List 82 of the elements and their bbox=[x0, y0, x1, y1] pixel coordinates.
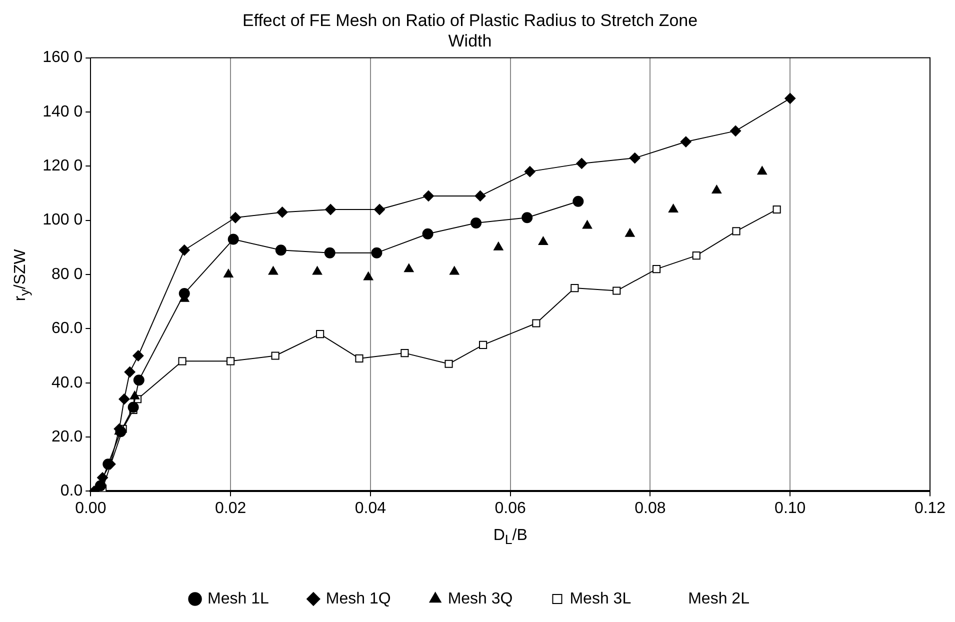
y-tick-label: 0.0 bbox=[60, 482, 83, 500]
legend-label: Mesh 1L bbox=[208, 590, 270, 608]
y-tick-label: 100 0 bbox=[42, 212, 83, 229]
point bbox=[772, 205, 781, 214]
point bbox=[532, 319, 540, 328]
point bbox=[732, 227, 740, 236]
x-tick-label: 0.04 bbox=[354, 500, 386, 518]
point bbox=[422, 190, 434, 202]
y-tick-label: 160 0 bbox=[42, 49, 83, 66]
point bbox=[224, 269, 234, 278]
point bbox=[374, 204, 386, 215]
point bbox=[538, 236, 548, 245]
point bbox=[474, 190, 486, 202]
point bbox=[784, 92, 796, 104]
point bbox=[226, 357, 235, 366]
point bbox=[652, 265, 661, 274]
x-tick-label: 0.12 bbox=[914, 500, 946, 518]
point bbox=[576, 158, 588, 169]
text: Width bbox=[448, 31, 492, 50]
y-tick-label: 140 0 bbox=[42, 103, 83, 120]
point bbox=[371, 247, 382, 258]
legend-label: Mesh 3L bbox=[570, 590, 632, 608]
point bbox=[680, 136, 692, 148]
legend-label: Mesh 3Q bbox=[448, 590, 513, 608]
text: Effect of FE Mesh on Ratio of Plastic Radius to Stretch Zone bbox=[242, 10, 698, 30]
y-tick-label: 120 0 bbox=[42, 158, 83, 175]
point bbox=[692, 252, 700, 260]
point bbox=[94, 480, 106, 492]
point bbox=[470, 218, 482, 229]
point bbox=[178, 244, 190, 256]
point bbox=[612, 286, 621, 295]
point bbox=[325, 204, 336, 215]
point bbox=[132, 350, 144, 362]
y-tick-label: 80 0 bbox=[52, 266, 83, 283]
point bbox=[324, 247, 336, 258]
point bbox=[355, 354, 364, 363]
point bbox=[271, 352, 280, 360]
point bbox=[422, 228, 434, 240]
point bbox=[444, 360, 453, 368]
point bbox=[572, 196, 584, 207]
point bbox=[276, 206, 288, 218]
y-tick-label: 40.0 bbox=[52, 374, 83, 392]
point bbox=[450, 266, 460, 275]
point bbox=[404, 264, 414, 272]
point bbox=[400, 349, 409, 358]
x-tick-label: 0.10 bbox=[774, 500, 806, 518]
point bbox=[312, 266, 322, 275]
point bbox=[118, 394, 130, 405]
point bbox=[570, 284, 579, 292]
point bbox=[178, 357, 186, 366]
point bbox=[130, 390, 140, 400]
x-tick-label: 0.00 bbox=[75, 500, 106, 518]
point bbox=[364, 272, 374, 280]
point bbox=[730, 125, 742, 136]
point bbox=[479, 340, 488, 349]
x-tick-label: 0.02 bbox=[214, 500, 246, 518]
x-tick-label: 0.08 bbox=[634, 500, 666, 518]
point bbox=[228, 234, 239, 245]
point bbox=[625, 228, 635, 237]
point bbox=[275, 244, 286, 256]
point bbox=[757, 166, 767, 175]
point bbox=[115, 426, 126, 438]
point bbox=[268, 266, 278, 275]
point bbox=[124, 366, 136, 378]
point bbox=[494, 242, 504, 250]
point bbox=[524, 166, 536, 178]
point bbox=[128, 402, 139, 413]
point bbox=[178, 288, 190, 299]
x-tick-label: 0.06 bbox=[494, 500, 526, 518]
point bbox=[712, 185, 722, 194]
x-axis-title: D$_{L}$/B bbox=[493, 527, 528, 548]
legend-label: Mesh 1Q bbox=[326, 590, 391, 608]
point bbox=[522, 212, 533, 224]
y-tick-label: 60.0 bbox=[52, 320, 83, 338]
point bbox=[668, 204, 678, 212]
point bbox=[230, 212, 241, 224]
text: Mesh 2L bbox=[688, 590, 750, 608]
point bbox=[582, 220, 592, 229]
point bbox=[316, 330, 324, 338]
y-tick-label: 20.0 bbox=[52, 428, 83, 446]
point bbox=[629, 152, 640, 164]
point bbox=[133, 374, 144, 386]
